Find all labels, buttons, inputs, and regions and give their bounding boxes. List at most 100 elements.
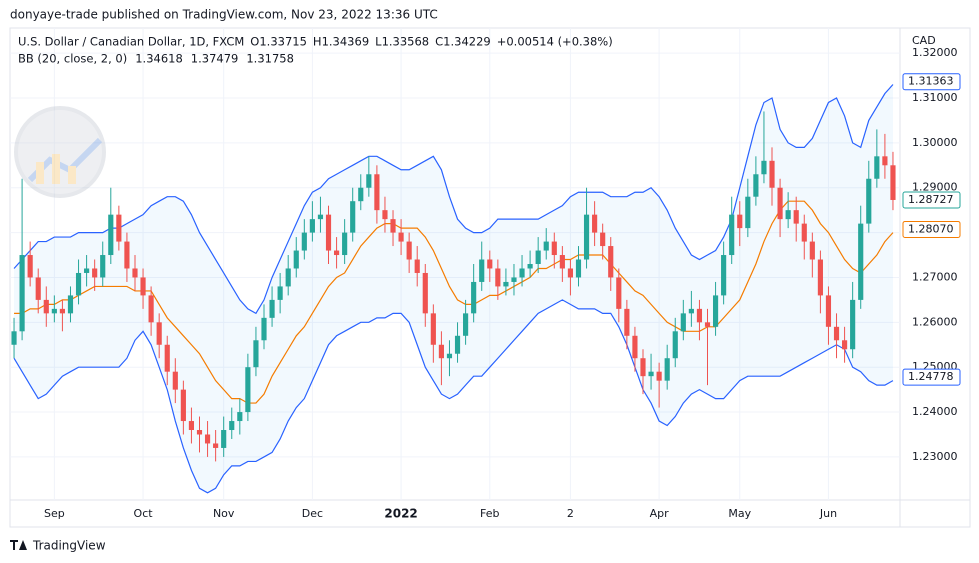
candle-body (583, 214, 590, 260)
candle-body (866, 178, 872, 224)
legend-value: 1.34229 (443, 35, 491, 49)
legend-value: 1.33715 (259, 35, 307, 49)
price-label-box (902, 368, 961, 386)
candle-body (592, 214, 598, 233)
indicator-value: 1.34618 (135, 52, 183, 66)
candle-body (511, 277, 517, 282)
candle-body (777, 187, 783, 220)
candle-body (19, 255, 25, 332)
y-tick-label: 1.24000 (912, 405, 958, 418)
symbol-title: U.S. Dollar / Canadian Dollar, 1D, FXCM (18, 35, 244, 49)
candle-body (745, 196, 751, 229)
axis-labels: 1.230001.240001.250001.260001.270001.280… (44, 46, 961, 521)
candle-body (721, 255, 727, 296)
candle-body (156, 322, 162, 345)
indicator-name: BB (20, close, 2, 0) (18, 52, 127, 66)
candle-body (430, 313, 436, 345)
candle-body (92, 268, 98, 278)
candle-body (116, 214, 122, 242)
candle-body (309, 219, 315, 233)
candle-body (35, 277, 41, 300)
band-line (14, 200, 894, 404)
candle-body (293, 250, 299, 269)
candle-body (342, 232, 348, 256)
price-label-box (902, 73, 961, 91)
legend-value: 1.33568 (382, 35, 430, 49)
candle-body (67, 295, 74, 314)
candle-body (285, 268, 291, 287)
candle-body (664, 358, 670, 381)
currency-label: CAD (912, 34, 936, 47)
candle-body (543, 241, 549, 251)
candle-body (406, 241, 412, 260)
legend-value: +0.00514 (+0.38%) (497, 35, 613, 49)
candle-body (704, 322, 711, 327)
candle-body (640, 358, 646, 377)
candle-body (729, 214, 735, 256)
x-tick-label: 2 (567, 507, 574, 520)
candle-body (358, 187, 364, 202)
candle-body (712, 295, 719, 327)
price-label: 1.31363 (908, 75, 954, 88)
candle-body (422, 272, 428, 314)
candle-body (269, 299, 275, 318)
candle-body (43, 299, 49, 314)
candle-body (237, 412, 243, 422)
candle-body (75, 272, 82, 296)
footer: TradingView (32, 539, 106, 553)
candle-body (148, 295, 154, 323)
y-tick-label: 1.27000 (912, 270, 958, 283)
candle-body (11, 331, 17, 345)
x-tick-label: Oct (134, 507, 154, 520)
y-tick-label: 1.29000 (912, 181, 958, 194)
x-tick-label: May (728, 507, 751, 520)
candle-body (785, 210, 791, 220)
candle-body (471, 281, 477, 314)
price-label-box (902, 191, 961, 209)
candle-body (204, 434, 211, 444)
x-tick-label: Jun (819, 507, 837, 520)
y-tick-label: 1.30000 (912, 136, 958, 149)
x-tick-label: 2022 (384, 507, 417, 521)
x-tick-label: Feb (480, 507, 499, 520)
candle-body (632, 335, 638, 359)
candle-body (51, 308, 57, 314)
y-tick-label: 1.31000 (912, 91, 958, 104)
candle-body (27, 255, 33, 278)
candle-body (196, 430, 203, 435)
candle-body (608, 246, 614, 278)
candle-body (575, 259, 582, 278)
price-label-box (902, 220, 961, 238)
candle-body (245, 367, 251, 413)
candle-body (737, 214, 743, 229)
candle-body (390, 219, 396, 233)
candle-body (833, 326, 840, 341)
candle-body (495, 268, 501, 287)
candle-body (890, 165, 896, 200)
candle-body (84, 268, 90, 273)
candle-body (567, 268, 574, 278)
candle-body (479, 259, 485, 282)
candle-body (124, 241, 130, 269)
band-line (13, 84, 894, 315)
candle-body (325, 214, 332, 251)
candle-body (454, 335, 461, 354)
y-tick-label: 1.32000 (912, 46, 958, 59)
candle-body (229, 421, 235, 431)
candle-body (382, 210, 388, 220)
candle-body (825, 295, 832, 327)
candle-body (858, 223, 864, 300)
candle-body (317, 214, 324, 220)
candle-body (172, 371, 178, 390)
candle-body (817, 259, 823, 296)
watermark-logo (14, 106, 106, 198)
candle-body (261, 317, 267, 341)
candle-body (527, 264, 533, 269)
x-tick-label: Apr (650, 507, 670, 520)
candle-body (277, 286, 283, 300)
candle-body (793, 210, 799, 224)
candle-body (100, 255, 106, 278)
candle-body (809, 241, 815, 260)
candle-body (761, 160, 767, 175)
